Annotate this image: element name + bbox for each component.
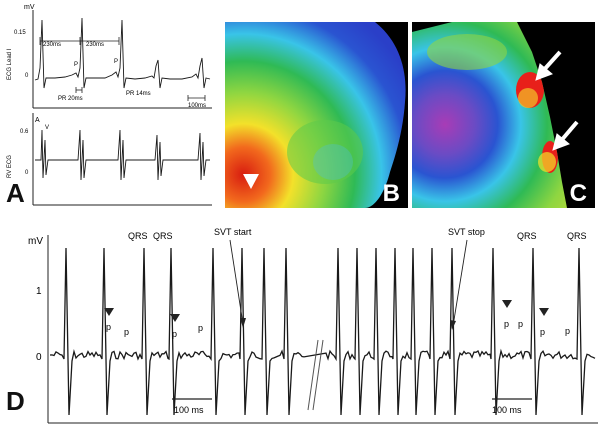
p-label-4: p	[198, 323, 203, 333]
qrs-label-2: QRS	[153, 231, 173, 241]
scale-bar-label-1: 100 ms	[174, 405, 204, 415]
p-wave-label-2: P	[114, 59, 118, 65]
p-label-7: p	[540, 327, 545, 337]
p-label-3: p	[172, 329, 177, 339]
svt-start-label: SVT start	[214, 227, 252, 237]
rr-interval-brackets	[39, 37, 120, 45]
panel-b-map: B	[225, 22, 408, 208]
rv-trace	[35, 129, 210, 181]
svt-start-arrow	[229, 239, 244, 325]
lead1-trace	[34, 17, 211, 89]
panel-d-units: mV	[28, 236, 43, 247]
svt-stop-arrowhead-icon	[450, 320, 456, 330]
panel-b-letter: B	[382, 180, 400, 207]
panel-d: mV 1 0 QRS QRS QRS QRS SVT start SVT sto…	[28, 227, 598, 424]
p-label-5: p	[504, 319, 509, 329]
p-label-1: p	[106, 322, 111, 332]
p-wave-arrowheads	[104, 300, 549, 322]
panel-d-letter: D	[6, 386, 25, 416]
panel-d-ecg-waveform	[49, 247, 596, 416]
p-label-2: p	[124, 327, 129, 337]
p-label-6: p	[518, 319, 523, 329]
pr-label-2: PR 14ms	[126, 91, 151, 97]
panel-c-letter: C	[569, 180, 587, 207]
panel-c-map: C	[412, 22, 595, 208]
panel-a-letter: A	[6, 178, 25, 208]
earliest-activation-arrow-icon	[535, 50, 562, 81]
panel-a-v-label: V	[45, 125, 49, 131]
panel-a-rv-label: RV ECG	[7, 155, 13, 178]
svt-stop-arrow	[452, 239, 468, 327]
p-wave-label-1: P	[74, 62, 78, 68]
qrs-label-4: QRS	[567, 231, 587, 241]
p-label-8: p	[565, 326, 570, 336]
panel-a-rv-tick-zero: 0	[25, 170, 29, 176]
panel-a-lead1-label: ECG Lead I	[7, 48, 13, 80]
pr-markers	[75, 87, 206, 101]
panel-d-trace	[49, 247, 596, 416]
panel-a-tick-zero: 0	[25, 73, 29, 79]
svt-stop-label: SVT stop	[448, 227, 485, 237]
interval-2-label: 230ms	[86, 42, 104, 48]
axis-break-marks	[307, 339, 324, 411]
panel-a-rv-tick-top: 0.6	[20, 129, 29, 135]
pr-label-1: PR 20ms	[58, 96, 83, 102]
panel-b-map-graphic	[225, 22, 408, 208]
qrs-label-1: QRS	[128, 231, 148, 241]
panel-c-map-graphic	[412, 22, 595, 208]
panel-a-tick-top: 0.15	[14, 30, 26, 36]
panel-d-tick-0: 0	[36, 352, 42, 363]
second-activation-arrow-icon	[552, 120, 579, 151]
scale-bar-label-2: 100 ms	[492, 405, 522, 415]
panel-a-scale-bar: 100ms	[188, 103, 206, 109]
panel-a-units: mV	[24, 4, 35, 11]
panel-a: mV 0.15 0 ECG Lead I 230ms 230ms P P PR …	[7, 4, 212, 206]
panel-a-inner-letter: A	[35, 117, 40, 124]
panel-d-tick-1: 1	[36, 286, 42, 297]
qrs-label-3: QRS	[517, 231, 537, 241]
svt-start-arrowhead-icon	[240, 318, 246, 328]
interval-1-label: 230ms	[43, 42, 61, 48]
pacing-site-marker	[243, 174, 259, 189]
